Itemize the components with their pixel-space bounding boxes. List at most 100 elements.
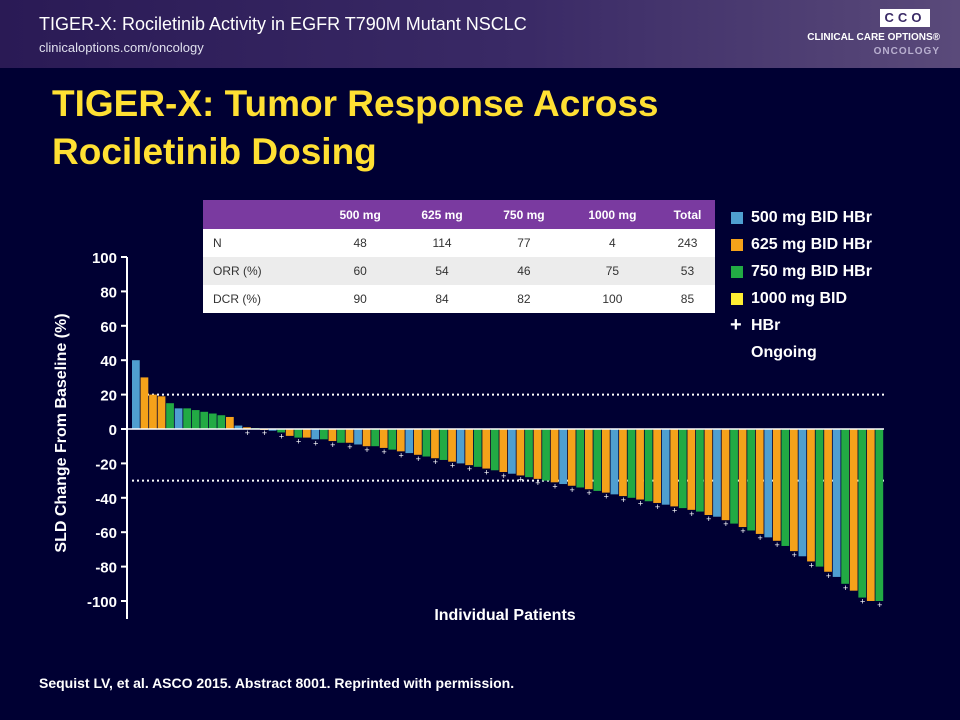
chart-bar — [482, 429, 491, 469]
legend-swatch — [731, 212, 743, 224]
chart-bar — [696, 429, 704, 512]
chart-bar — [354, 429, 362, 445]
chart-bar — [636, 429, 644, 500]
chart-bar — [362, 429, 371, 447]
chart-bar — [508, 429, 516, 474]
legend-swatch — [731, 266, 743, 278]
chart-bar — [499, 429, 508, 472]
ongoing-marker: + — [655, 502, 660, 512]
chart-bar — [704, 429, 713, 515]
y-tick-label: 40 — [100, 353, 117, 370]
ongoing-marker: + — [347, 442, 352, 452]
ongoing-marker: + — [706, 514, 711, 524]
chart-bar — [781, 429, 790, 546]
chart-bar — [302, 429, 311, 438]
chart-bar — [396, 429, 405, 452]
table-cell: 54 — [401, 257, 483, 285]
table-cell: ORR (%) — [203, 257, 320, 285]
ongoing-marker: + — [638, 499, 643, 509]
ongoing-marker: + — [552, 481, 557, 491]
chart-bar — [345, 429, 354, 443]
legend-item-625mg: 625 mg BID HBr — [731, 235, 872, 262]
chart-bar — [841, 429, 850, 584]
table-header-cell: 750 mg — [482, 200, 565, 229]
ongoing-marker: + — [860, 597, 865, 607]
header-bar: TIGER-X: Rociletinib Activity in EGFR T7… — [0, 0, 960, 68]
chart-bar — [294, 429, 303, 438]
legend-item-750mg: 750 mg BID HBr — [731, 262, 872, 289]
y-tick-label: -80 — [95, 560, 117, 577]
table-header-cell: Total — [659, 200, 715, 229]
chart-bar — [533, 429, 542, 479]
chart-bar — [268, 429, 277, 431]
chart-bar — [200, 411, 209, 429]
ongoing-marker: + — [757, 533, 762, 543]
table-cell: 243 — [659, 229, 715, 257]
chart-bar — [764, 429, 773, 538]
legend-item-ongoing: Ongoing — [731, 343, 872, 370]
chart-bar — [644, 429, 653, 502]
chart-bar — [371, 429, 380, 447]
table-header-cell: 625 mg — [401, 200, 483, 229]
table-cell: 77 — [482, 229, 565, 257]
ongoing-marker: + — [245, 428, 250, 438]
ongoing-marker: + — [364, 445, 369, 455]
chart-bar — [490, 429, 499, 471]
ongoing-marker: + — [689, 509, 694, 519]
cco-logo-mark: CCO — [880, 9, 930, 27]
chart-bar — [584, 429, 593, 490]
chart-bar — [439, 429, 448, 460]
chart-bar — [337, 429, 345, 443]
ongoing-marker: + — [826, 571, 831, 581]
chart-bar — [866, 429, 875, 601]
chart-bar — [755, 429, 764, 534]
ongoing-marker: + — [604, 492, 609, 502]
chart-bar — [208, 413, 217, 429]
chart-bar — [593, 429, 602, 491]
legend-label: 750 mg BID HBr — [751, 263, 872, 280]
ongoing-marker: + — [672, 505, 677, 515]
ongoing-marker: + — [621, 495, 626, 505]
chart-bar — [610, 429, 619, 495]
chart-bar — [730, 429, 738, 524]
table-row: N 48 114 77 4 243 — [203, 229, 715, 257]
chart-bar — [713, 429, 721, 517]
ongoing-marker: + — [587, 488, 592, 498]
legend-label: HBr — [751, 317, 781, 334]
table-header-cell: 500 mg — [319, 200, 402, 229]
ongoing-marker: + — [843, 583, 848, 593]
table-cell: 100 — [564, 285, 660, 313]
table-header-cell: 1000 mg — [564, 200, 660, 229]
y-axis-label: SLD Change From Baseline (%) — [53, 313, 70, 552]
chart-bar — [183, 408, 192, 429]
chart-bar — [473, 429, 482, 467]
chart-bar — [678, 429, 687, 509]
chart-bar — [456, 429, 465, 464]
table-cell: 114 — [401, 229, 483, 257]
chart-bar — [661, 429, 670, 505]
chart-bar — [311, 429, 320, 440]
legend-swatch — [731, 293, 743, 305]
chart-bar — [747, 429, 756, 531]
chart-bar — [132, 360, 140, 429]
chart-bar — [431, 429, 439, 459]
ongoing-marker: + — [809, 560, 814, 570]
chart-bar — [772, 429, 781, 541]
chart-bar — [285, 429, 294, 436]
logo-subtext: ONCOLOGY — [873, 46, 940, 57]
response-table: 500 mg 625 mg 750 mg 1000 mg Total N 48 … — [203, 200, 715, 313]
y-tick-label: 60 — [100, 319, 117, 336]
cco-logo: CCO CLINICAL CARE OPTIONS® ONCOLOGY — [790, 9, 950, 63]
ongoing-marker: + — [262, 428, 267, 438]
chart-bar — [191, 410, 200, 429]
ongoing-marker: + — [792, 550, 797, 560]
ongoing-marker: + — [467, 464, 472, 474]
ongoing-marker: + — [518, 474, 523, 484]
chart-bar — [832, 429, 841, 577]
legend-label: Ongoing — [751, 344, 817, 361]
chart-bar — [738, 429, 747, 528]
table-cell: 82 — [482, 285, 565, 313]
chart-bar — [815, 429, 824, 567]
chart-bar — [627, 429, 636, 498]
